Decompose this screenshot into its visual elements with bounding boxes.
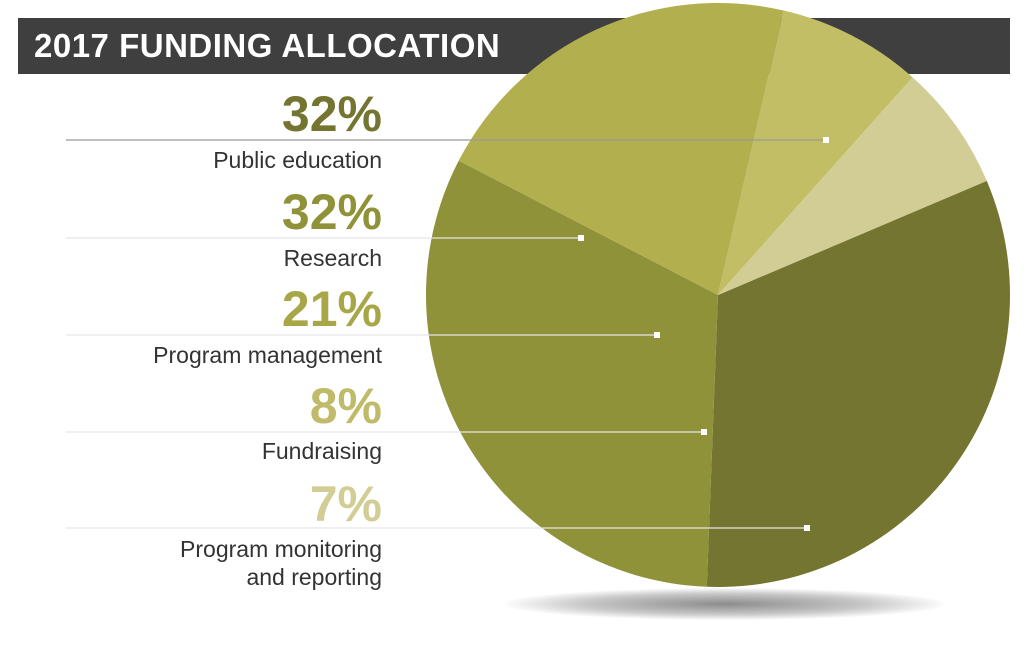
leader-marker <box>578 235 584 241</box>
pie-slice-program-management <box>458 2 784 296</box>
leader-marker <box>804 525 810 531</box>
chart-title: 2017 FUNDING ALLOCATION <box>34 27 501 64</box>
percent-label-research: 32% <box>281 184 382 240</box>
leader-marker <box>654 332 660 338</box>
category-label-public-education: Public education <box>213 147 382 173</box>
percent-label-program-monitoring: 7% <box>309 476 382 532</box>
category-label-research: Research <box>283 245 382 271</box>
category-label-fundraising: Fundraising <box>261 438 382 464</box>
pie-slice-public-education <box>706 180 1010 587</box>
leader-marker <box>823 137 829 143</box>
category-label-program-monitoring-line1: Program monitoring <box>180 536 382 562</box>
percent-label-program-management: 21% <box>281 281 382 337</box>
leader-marker <box>701 429 707 435</box>
category-label-program-monitoring-line2: and reporting <box>246 564 382 590</box>
pie-slice-fundraising <box>718 10 913 295</box>
percent-label-fundraising: 8% <box>309 378 382 434</box>
percent-label-public-education: 32% <box>281 86 382 142</box>
pie-slice-program-monitoring-and-reporting <box>718 77 987 295</box>
pie-shadow <box>505 588 945 620</box>
pie-slice-research <box>426 160 718 587</box>
category-label-program-management: Program management <box>153 342 382 368</box>
